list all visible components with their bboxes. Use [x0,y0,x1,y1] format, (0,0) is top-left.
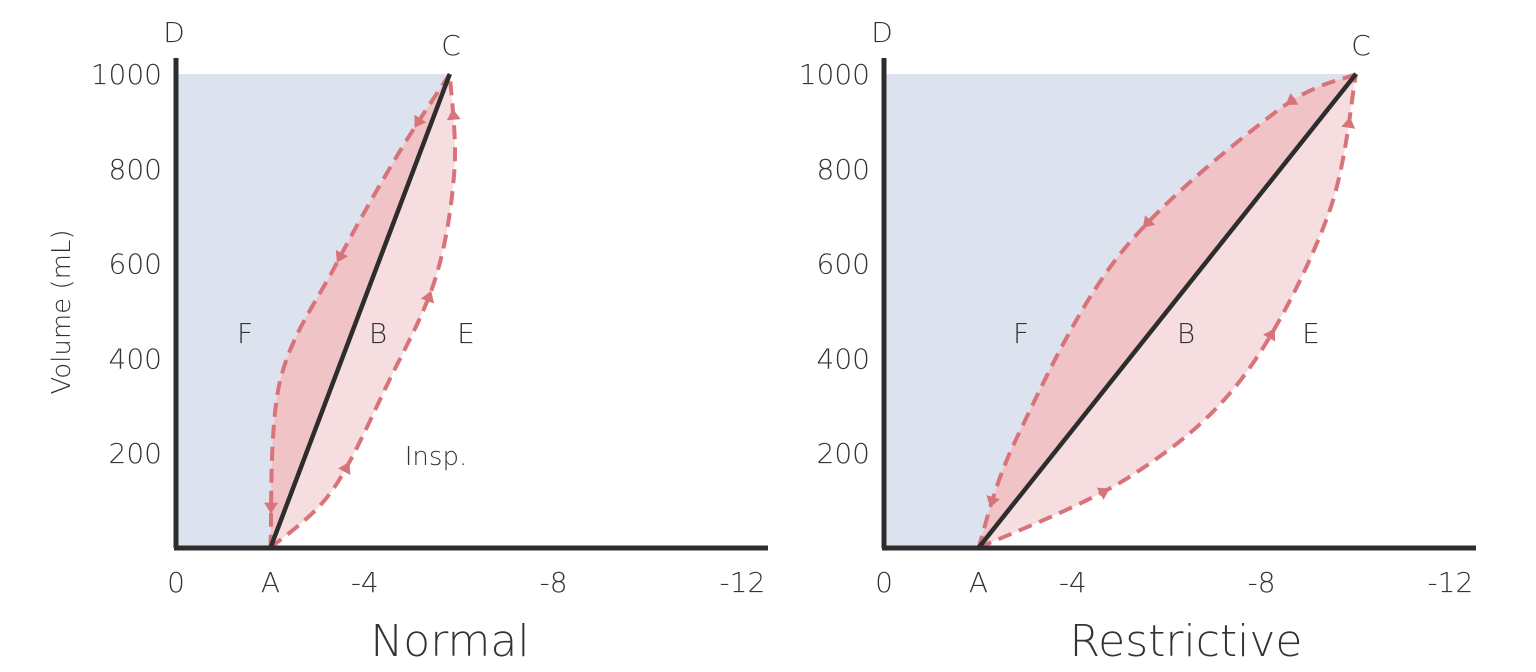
compliance-line [268,73,452,549]
inspiration-arrow-1 [1263,328,1276,342]
x-tick-label: A [261,566,280,599]
expiration-arrow-2 [986,495,1000,508]
y-tick-label: 800 [817,153,870,186]
expiration-curve [268,72,452,549]
chart-normal: 0 A -4 -8 -12 200 400 600 800 1000 D C F B E Insp. Volum… [47,16,768,667]
inspiration-arrow-0 [1096,487,1110,500]
inspiration-arrow-2 [1341,116,1356,129]
inspiration-arrow-0 [338,462,351,475]
x-tick-label: -8 [1248,566,1276,599]
chart-caption: Restrictive [1070,616,1303,667]
point-label-e: E [1302,317,1320,350]
expiration-arrow-1 [335,249,349,263]
chart-caption: Normal [370,616,529,667]
point-label-d: D [163,16,185,49]
point-label-e: E [457,317,475,350]
x-tick-label: -8 [540,566,568,599]
y-tick-label: 400 [817,342,870,375]
point-label-f: F [237,317,253,350]
y-tick-label: 800 [109,153,162,186]
x-tick-label: -4 [351,566,379,599]
y-tick-label: 1000 [91,58,162,91]
expiration-arrow-2 [264,502,279,514]
y-tick-label: 400 [109,342,162,375]
inspiration-arrow-1 [420,290,434,304]
x-tick-label: -12 [720,566,766,599]
point-label-d: D [871,16,893,49]
point-label-b: B [369,317,387,350]
x-tick-label: 0 [875,566,893,599]
y-axis-label: Volume (mL) [47,229,77,394]
compliance-line [976,72,1358,550]
x-tick-label: A [969,566,988,599]
point-label-c: C [441,29,461,62]
chart-restrictive: 0 A -4 -8 -12 200 400 600 800 1000 D C F B E Restrictiv… [708,0,1476,672]
y-tick-label: 600 [817,248,870,281]
point-label-c: C [1351,29,1371,62]
x-tick-label: -12 [1428,566,1474,599]
expiration-arrow-0 [1285,93,1299,105]
y-tick-label: 600 [109,248,162,281]
y-tick-label: 200 [817,437,870,470]
expiration-arrow-1 [1142,215,1156,228]
point-label-f: F [1013,317,1029,350]
expiration-arrow-0 [414,114,427,128]
x-tick-label: -4 [1059,566,1087,599]
y-tick-label: 1000 [799,58,870,91]
annotation-insp: Insp. [405,442,467,472]
x-tick-label: 0 [167,566,185,599]
point-label-b: B [1177,317,1195,350]
inspiration-curve [977,73,1358,550]
inspiration-arrow-2 [446,108,461,121]
y-tick-label: 200 [109,437,162,470]
